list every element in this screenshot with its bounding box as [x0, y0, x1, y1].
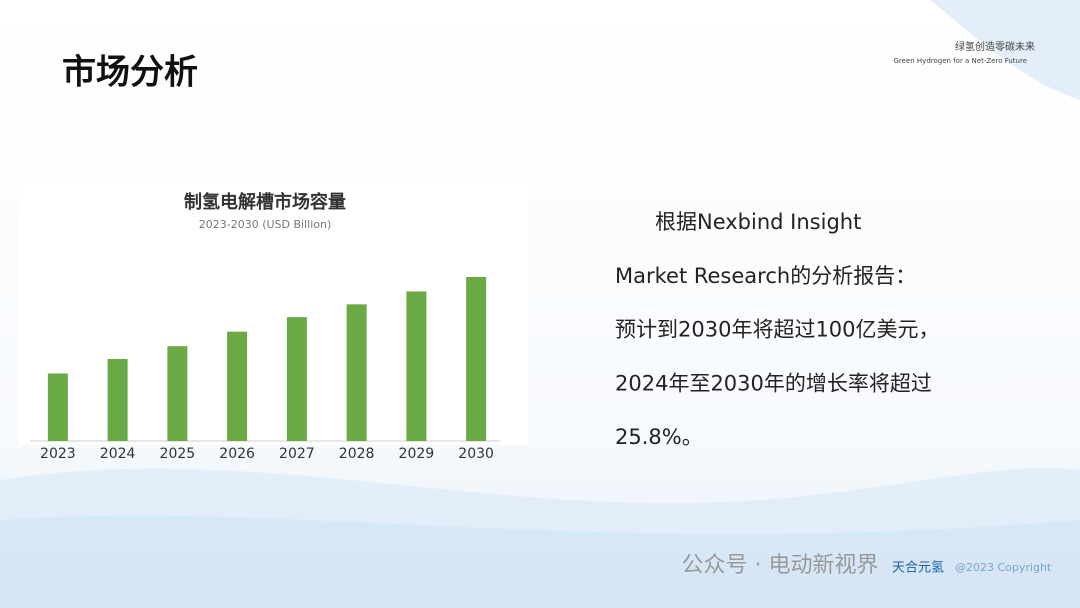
x-tick-label: 2027: [279, 446, 315, 462]
x-tick-label: 2029: [399, 446, 435, 462]
body-line: Market Research的分析报告：: [615, 264, 916, 288]
x-tick-label: 2023: [40, 446, 76, 462]
watermark: 公众号 · 电动新视界: [682, 553, 879, 578]
wave: [0, 515, 1080, 608]
body-line: 根据Nexbind Insight: [655, 210, 861, 234]
body-line: 预计到2030年将超过100亿美元，: [615, 318, 940, 342]
tagline: Green Hydrogen for a Net-Zero Future: [894, 57, 1028, 65]
slide-title: 市场分析: [62, 53, 198, 93]
chart-frame: [18, 183, 528, 445]
body-line: 25.8%。: [615, 425, 703, 449]
bar: [406, 291, 427, 441]
chart-subtitle: 2023-2030 (USD Billion): [199, 218, 332, 231]
x-tick-label: 2024: [100, 446, 136, 462]
bar: [47, 373, 68, 441]
x-tick-label: 2025: [160, 446, 196, 462]
chart-title: 制氢电解槽市场容量: [184, 191, 346, 213]
bar: [227, 331, 248, 441]
x-tick-label: 2028: [339, 446, 375, 462]
x-tick-label: 2030: [458, 446, 494, 462]
bar: [167, 346, 188, 441]
bar: [346, 304, 367, 441]
x-tick-label: 2026: [219, 446, 255, 462]
tagline: 绿氢创造零碳未来: [955, 40, 1035, 53]
copyright: @2023 Copyright: [955, 561, 1052, 574]
corner-deco: [930, 0, 1080, 100]
bar: [107, 358, 128, 441]
body-line: 2024年至2030年的增长率将超过: [615, 371, 932, 395]
logo: 天合元氢: [892, 561, 944, 576]
bar: [466, 276, 487, 441]
bar: [286, 317, 307, 441]
